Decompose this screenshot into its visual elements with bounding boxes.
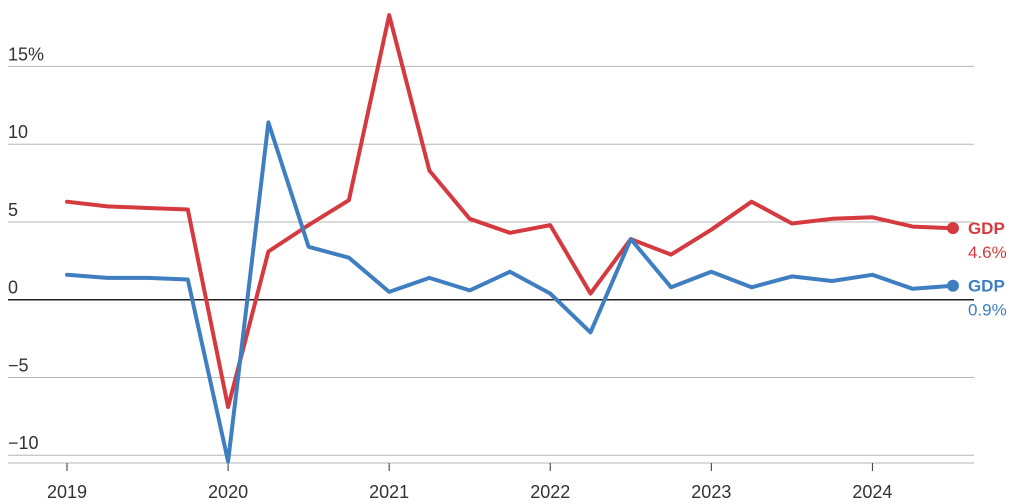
series-lines bbox=[65, 13, 955, 464]
x-tick-label: 2021 bbox=[369, 482, 409, 502]
y-tick-label: −10 bbox=[8, 433, 39, 453]
series-value-label: 4.6% bbox=[968, 243, 1007, 262]
end-point-2 bbox=[946, 279, 959, 292]
y-tick-label: 15% bbox=[8, 44, 44, 64]
series-value-label: 0.9% bbox=[968, 301, 1007, 320]
series-name-label: GDP bbox=[968, 277, 1005, 296]
series-line-2 bbox=[65, 120, 955, 464]
x-tick-label: 2019 bbox=[47, 482, 87, 502]
end-point-1 bbox=[946, 222, 959, 235]
end-labels: GDP 4.6% GDP 0.9% bbox=[946, 219, 1007, 320]
x-tick-label: 2024 bbox=[852, 482, 892, 502]
x-tick-label: 2020 bbox=[208, 482, 248, 502]
x-axis: 2019 2020 2021 2022 2023 2024 bbox=[8, 462, 974, 502]
series-line-1 bbox=[65, 13, 955, 409]
grid-lines bbox=[8, 65, 974, 456]
y-axis-labels: −10 −5 0 5 10 15% bbox=[8, 44, 44, 453]
series-name-label: GDP bbox=[968, 219, 1005, 238]
y-tick-label: −5 bbox=[8, 355, 29, 375]
y-tick-label: 5 bbox=[8, 200, 18, 220]
x-tick-label: 2022 bbox=[530, 482, 570, 502]
y-tick-label: 10 bbox=[8, 122, 28, 142]
y-tick-label: 0 bbox=[8, 278, 18, 298]
x-tick-label: 2023 bbox=[691, 482, 731, 502]
